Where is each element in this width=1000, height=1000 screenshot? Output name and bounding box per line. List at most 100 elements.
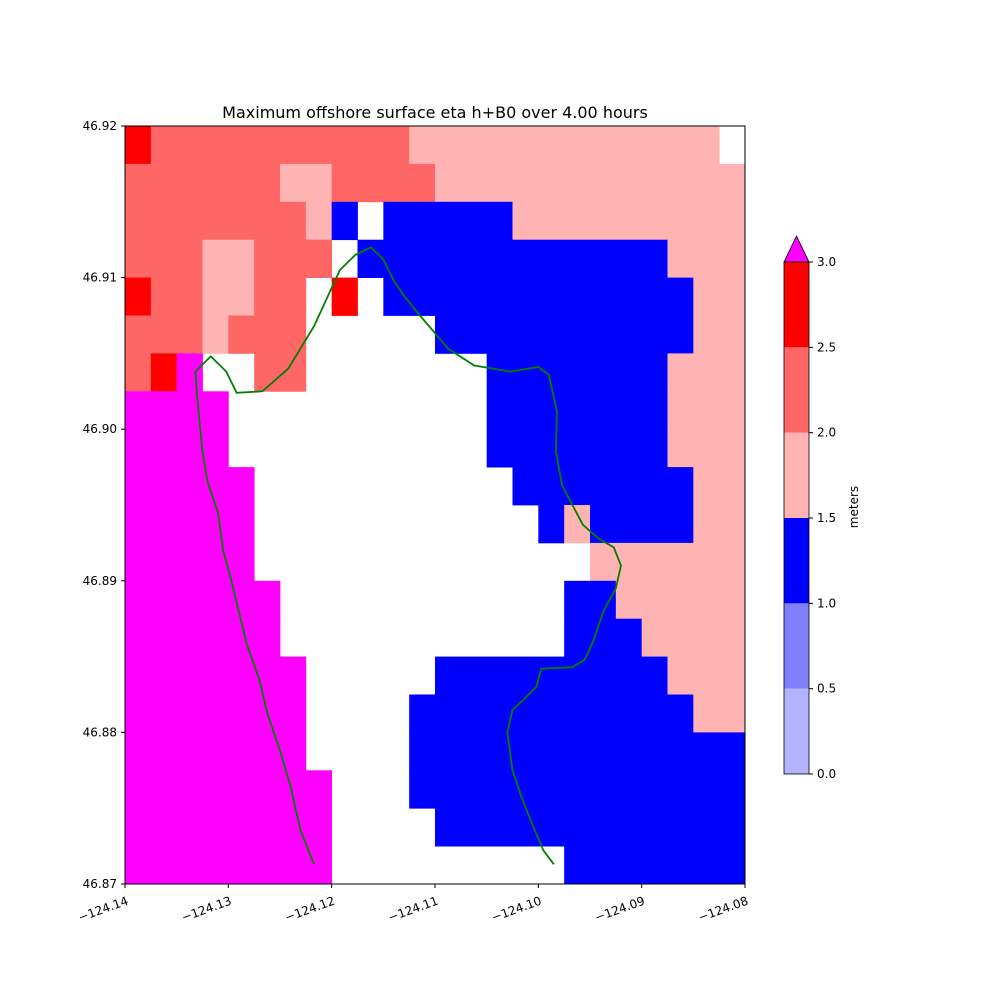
heatmap-cell: [641, 277, 668, 316]
heatmap-cell: [150, 315, 178, 354]
shoreline-east: [194, 246, 622, 865]
heatmap-cell: [667, 656, 694, 695]
heatmap-cell: [254, 618, 281, 657]
heatmap-cell: [460, 201, 488, 241]
heatmap-cell: [228, 277, 255, 316]
heatmap-cell: [176, 353, 203, 392]
heatmap-cell: [512, 429, 539, 468]
heatmap-cell: [641, 239, 668, 278]
heatmap-cell: [125, 846, 152, 885]
heatmap-cell: [202, 580, 229, 620]
heatmap-cell: [150, 846, 178, 885]
colorbar-extend-arrow: [783, 235, 810, 263]
heatmap-cell: [254, 808, 281, 847]
heatmap-cell: [176, 770, 203, 809]
chart-title: Maximum offshore surface eta h+B0 over 4…: [222, 103, 648, 122]
heatmap-cell: [590, 126, 617, 165]
heatmap-cell: [331, 126, 358, 165]
heatmap-cell: [615, 163, 643, 203]
y-tick-label: 46.88: [83, 725, 117, 739]
heatmap-cell: [615, 126, 643, 165]
heatmap-cell: [125, 201, 152, 241]
heatmap-cell: [460, 808, 488, 847]
heatmap-cell: [693, 429, 720, 468]
heatmap-cell: [202, 770, 229, 809]
heatmap-cell: [254, 201, 281, 241]
heatmap-cell: [150, 239, 178, 278]
heatmap-cell: [331, 277, 358, 316]
heatmap-cell: [512, 391, 539, 430]
heatmap-cell: [202, 391, 229, 430]
heatmap-cell: [564, 846, 591, 885]
colorbar-bin: [784, 603, 809, 689]
heatmap-cell: [590, 391, 617, 430]
heatmap-cell: [125, 770, 152, 809]
heatmap-cell: [719, 391, 746, 430]
heatmap-cell: [486, 353, 513, 392]
heatmap-cell: [176, 315, 203, 354]
heatmap-cell: [667, 353, 694, 392]
heatmap-cell: [615, 808, 643, 847]
heatmap-cell: [693, 808, 720, 847]
heatmap-cell: [564, 277, 591, 316]
heatmap-cell: [667, 239, 694, 278]
heatmap-cell: [590, 846, 617, 885]
heatmap-cell: [150, 163, 178, 203]
heatmap-cell: [202, 618, 229, 657]
heatmap-cell: [667, 315, 694, 354]
heatmap-cell: [719, 353, 746, 392]
heatmap-cell: [305, 126, 333, 165]
heatmap-cell: [538, 808, 565, 847]
heatmap-cell: [590, 353, 617, 392]
heatmap-cell: [693, 163, 720, 203]
heatmap-cell: [486, 391, 513, 430]
heatmap-cell: [693, 580, 720, 620]
heatmap-cell: [254, 580, 281, 620]
heatmap-cell: [280, 315, 307, 354]
colorbar-tick-label: 2.0: [817, 426, 836, 440]
heatmap-cell: [538, 770, 565, 809]
heatmap-cell: [176, 239, 203, 278]
y-tick-label: 46.91: [83, 271, 117, 285]
heatmap-cell: [228, 467, 255, 506]
heatmap-cell: [254, 126, 281, 165]
x-tick-label: −124.12: [283, 894, 337, 925]
heatmap-cell: [512, 467, 539, 506]
heatmap-cell: [125, 732, 152, 771]
heatmap-cell: [150, 467, 178, 506]
y-tick-label: 46.89: [83, 574, 117, 588]
x-tick-label: −124.10: [490, 894, 544, 925]
heatmap-cell: [486, 163, 513, 203]
heatmap-cell: [409, 277, 436, 316]
heatmap-cell: [564, 694, 591, 733]
heatmap-cell: [409, 694, 436, 733]
heatmap-cell: [202, 542, 229, 582]
heatmap-cell: [615, 429, 643, 468]
heatmap-cell: [409, 732, 436, 771]
heatmap-cell: [460, 315, 488, 354]
heatmap-cell: [150, 770, 178, 809]
heatmap-cell: [615, 732, 643, 771]
heatmap-cell: [280, 656, 307, 695]
heatmap-cell: [564, 315, 591, 354]
heatmap-cell: [538, 505, 565, 544]
heatmap-cell: [254, 277, 281, 316]
x-tick-label: −124.13: [180, 894, 234, 925]
heatmap-cell: [176, 846, 203, 885]
heatmap-cell: [435, 239, 462, 278]
heatmap-cell: [667, 505, 694, 544]
heatmap-cell: [641, 391, 668, 430]
heatmap-cell: [693, 239, 720, 278]
heatmap-cell: [150, 694, 178, 733]
heatmap-cell: [615, 239, 643, 278]
heatmap-cell: [641, 694, 668, 733]
heatmap-cell: [202, 239, 229, 278]
heatmap-cell: [693, 126, 720, 165]
heatmap-cell: [202, 808, 229, 847]
heatmap-cell: [435, 732, 462, 771]
heatmap-cell: [693, 542, 720, 582]
heatmap-cell: [615, 770, 643, 809]
heatmap-cell: [719, 163, 746, 203]
heatmap-cell: [719, 770, 746, 809]
heatmap-cell: [435, 808, 462, 847]
